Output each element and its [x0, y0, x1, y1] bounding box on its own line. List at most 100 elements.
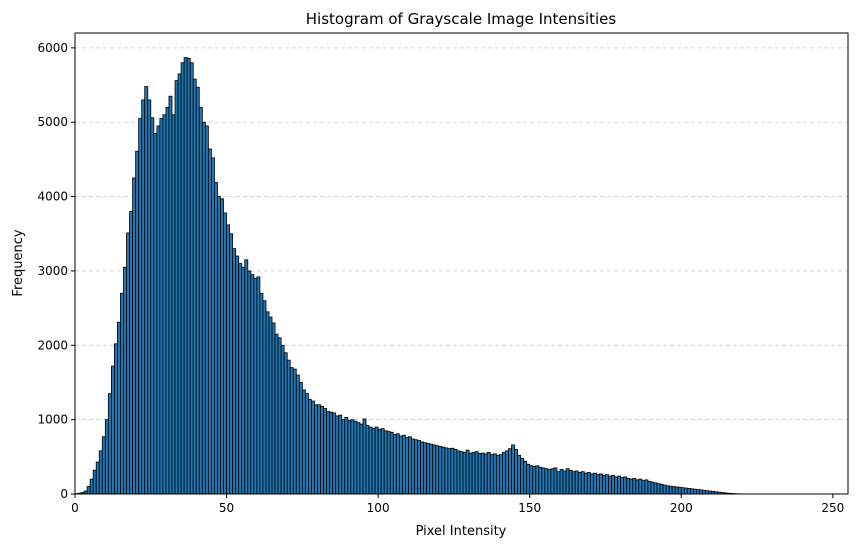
histogram-bar	[638, 478, 643, 495]
histogram-bar	[180, 62, 185, 495]
histogram-bar	[201, 121, 206, 495]
histogram-bar	[511, 444, 515, 495]
histogram-bar	[223, 212, 227, 495]
histogram-bar	[632, 477, 637, 495]
histogram-bar	[659, 483, 664, 495]
histogram-bar	[368, 426, 373, 495]
histogram-bar	[232, 248, 237, 495]
histogram-bar	[244, 259, 249, 495]
histogram-bar	[265, 311, 270, 495]
histogram-bar	[411, 438, 415, 495]
histogram-bar	[283, 352, 288, 495]
histogram-bar	[562, 470, 567, 495]
histogram-bar	[374, 426, 379, 495]
histogram-bar	[123, 266, 127, 495]
y-tick-label: 3000	[37, 264, 68, 278]
histogram-bar	[544, 468, 549, 495]
histogram-bar	[389, 431, 394, 495]
histogram-bar	[277, 337, 282, 495]
histogram-bar	[114, 343, 118, 495]
histogram-bar	[271, 322, 276, 495]
histogram-bar	[641, 480, 646, 495]
histogram-bar	[207, 148, 212, 495]
histogram-bar	[253, 277, 258, 495]
histogram-bar	[120, 292, 124, 495]
histogram-bar	[520, 457, 525, 495]
histogram-bar	[432, 444, 437, 495]
histogram-bar	[126, 232, 130, 495]
histogram-bar	[426, 443, 431, 495]
histogram-bar	[423, 442, 428, 495]
histogram-bar	[241, 266, 246, 495]
histogram-bar	[104, 419, 109, 495]
histogram-bar	[605, 474, 609, 495]
histogram-bar	[289, 367, 294, 495]
histogram-bar	[438, 446, 443, 495]
histogram-bar	[444, 447, 449, 495]
histogram-bar	[486, 451, 491, 495]
histogram-bar	[565, 468, 570, 495]
histogram-bar	[195, 86, 200, 495]
histogram-bar	[365, 425, 370, 495]
histogram-bar	[468, 452, 473, 495]
histogram-bar	[595, 474, 600, 495]
x-tick-label: 200	[670, 501, 693, 515]
histogram-bar	[680, 487, 685, 495]
histogram-bar	[538, 466, 543, 495]
histogram-bar	[347, 419, 352, 495]
histogram-bar	[350, 419, 355, 495]
histogram-bar	[326, 411, 331, 495]
histogram-bar	[235, 255, 240, 495]
histogram-bar	[635, 479, 640, 495]
histogram-bar	[662, 484, 667, 495]
histogram-bar	[401, 434, 406, 495]
histogram-bar	[226, 224, 231, 495]
histogram-bar	[489, 454, 494, 495]
histogram-bar	[574, 470, 579, 495]
histogram-bar	[335, 415, 340, 495]
histogram-bar	[589, 473, 594, 495]
histogram-bar	[471, 451, 476, 495]
histogram-bar	[447, 448, 452, 495]
x-axis-label: Pixel Intensity	[416, 524, 507, 539]
histogram-bar	[571, 471, 576, 495]
histogram-bar	[577, 472, 582, 495]
histogram-bar	[144, 86, 149, 495]
histogram-bar	[656, 483, 661, 495]
histogram-bar	[392, 434, 397, 495]
histogram-bar	[359, 423, 364, 495]
histogram-bar	[674, 486, 679, 495]
y-axis-label: Frequency	[11, 229, 26, 296]
histogram-bar	[371, 428, 376, 495]
histogram-bar	[153, 132, 158, 495]
histogram-bar	[338, 414, 343, 495]
histogram-bar	[450, 447, 455, 495]
histogram-bar	[386, 431, 391, 495]
histogram-bar	[435, 445, 440, 495]
histogram-bar	[705, 490, 709, 495]
histogram-bar	[356, 422, 361, 495]
y-axis-ticks: 0 1000 2000 3000 4000 5000 6000	[37, 41, 75, 501]
histogram-bar	[320, 405, 324, 495]
histogram-bar	[220, 198, 224, 495]
x-tick-label: 250	[821, 501, 844, 515]
histogram-bar	[259, 292, 264, 495]
histogram-bar	[614, 476, 619, 495]
histogram-bar	[417, 440, 421, 495]
histogram-bar	[586, 472, 591, 495]
y-tick-label: 6000	[37, 41, 68, 55]
x-tick-label: 0	[71, 501, 79, 515]
histogram-bar	[229, 233, 234, 495]
histogram-bar	[141, 99, 146, 495]
histogram-bar	[568, 469, 573, 495]
histogram-bar	[168, 95, 173, 495]
histogram-bar	[383, 430, 388, 495]
histogram-bar	[414, 439, 418, 495]
histogram-bar	[429, 443, 434, 495]
histogram-bar	[129, 211, 133, 495]
histogram-bar	[295, 374, 300, 495]
y-tick-label: 5000	[37, 115, 68, 129]
bars	[74, 57, 743, 495]
histogram-bar	[650, 481, 655, 495]
histogram-bar	[629, 478, 634, 495]
